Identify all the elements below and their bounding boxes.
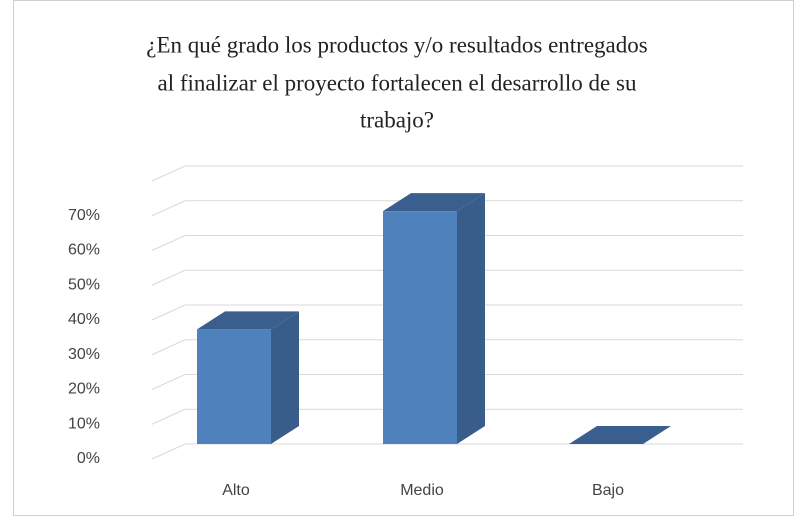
bar bbox=[197, 311, 299, 444]
x-tick-label: Alto bbox=[222, 482, 250, 499]
grid-line bbox=[151, 269, 743, 286]
y-tick-label: 40% bbox=[68, 311, 100, 328]
chart-title: al finalizar el proyecto fortalecen el d… bbox=[158, 70, 637, 95]
grid-line bbox=[151, 443, 743, 460]
chart-title: trabajo? bbox=[360, 107, 434, 132]
bar bbox=[383, 193, 485, 444]
y-tick-label: 70% bbox=[68, 207, 100, 224]
y-tick-label: 20% bbox=[68, 381, 100, 398]
y-tick-label: 10% bbox=[68, 415, 100, 432]
bar-side bbox=[271, 311, 299, 444]
x-tick-label: Medio bbox=[400, 482, 444, 499]
grid-line bbox=[151, 200, 743, 217]
grid-line bbox=[151, 339, 743, 356]
bar-front bbox=[383, 211, 457, 444]
grid-line bbox=[151, 304, 743, 321]
y-tick-label: 0% bbox=[77, 450, 100, 467]
x-tick-label: Bajo bbox=[592, 482, 624, 499]
y-tick-label: 60% bbox=[68, 242, 100, 259]
chart-title: ¿En qué grado los productos y/o resultad… bbox=[146, 32, 647, 57]
grid-line bbox=[151, 165, 743, 182]
bar-top bbox=[197, 311, 299, 330]
grid-line bbox=[151, 408, 743, 425]
bar-top bbox=[569, 426, 671, 444]
bar-front bbox=[197, 329, 271, 444]
y-tick-label: 50% bbox=[68, 276, 100, 293]
grid-line bbox=[151, 235, 743, 251]
bar bbox=[569, 426, 671, 444]
y-tick-label: 30% bbox=[68, 346, 100, 363]
grid-line bbox=[151, 374, 743, 390]
bar-side bbox=[457, 193, 485, 444]
bar-top bbox=[383, 193, 485, 212]
